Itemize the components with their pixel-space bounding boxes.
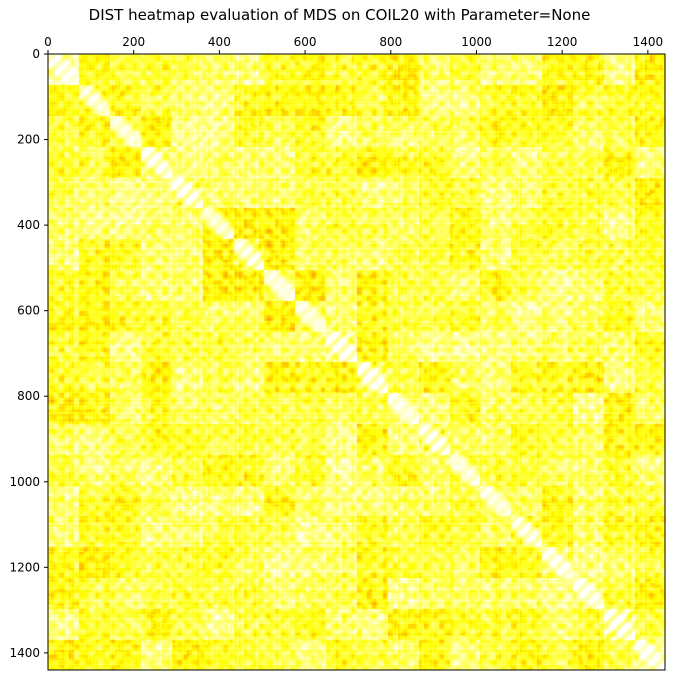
y-axis: 0 200 400 600 800 1000 1200 1400 [9, 47, 48, 660]
x-tick-label: 200 [122, 35, 145, 49]
x-tick-label: 0 [44, 35, 52, 49]
y-tick-label: 200 [17, 133, 40, 147]
y-tick-label: 0 [32, 47, 40, 61]
heatmap-image [48, 54, 665, 670]
x-axis: 0 200 400 600 800 1000 1200 1400 [44, 35, 663, 54]
y-tick-label: 600 [17, 304, 40, 318]
x-tick-label: 1000 [461, 35, 492, 49]
x-tick-label: 400 [208, 35, 231, 49]
y-tick-label: 1200 [9, 560, 40, 574]
y-tick-label: 800 [17, 389, 40, 403]
chart-title: DIST heatmap evaluation of MDS on COIL20… [88, 6, 591, 24]
y-tick-label: 1000 [9, 475, 40, 489]
plot-frame [47, 53, 666, 671]
y-tick-label: 1400 [9, 646, 40, 660]
y-tick-label: 400 [17, 218, 40, 232]
x-tick-label: 1200 [547, 35, 578, 49]
x-tick-label: 800 [379, 35, 402, 49]
x-tick-label: 1400 [633, 35, 664, 49]
x-tick-label: 600 [294, 35, 317, 49]
